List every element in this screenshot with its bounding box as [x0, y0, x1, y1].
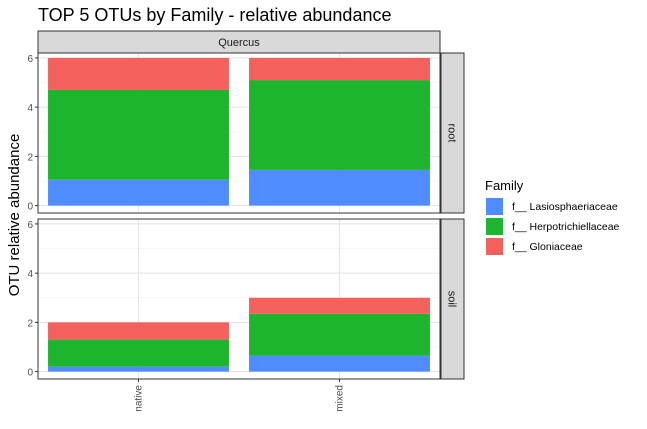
bar-segment: [249, 80, 430, 170]
bar-segment: [48, 89, 229, 180]
chart-title: TOP 5 OTUs by Family - relative abundanc…: [38, 5, 391, 25]
bar-segment: [48, 179, 229, 206]
bar-segment: [249, 355, 430, 372]
bar-segment: [249, 313, 430, 356]
legend-swatch: [486, 218, 503, 235]
bar-segment: [48, 366, 229, 372]
facet-strip-label: soil: [446, 291, 458, 308]
y-tick-label: 6: [27, 220, 33, 231]
x-tick-label: native: [134, 385, 145, 412]
legend-label: f__ Gloniaceae: [512, 241, 583, 253]
panel-border: [37, 218, 441, 380]
bar-segment: [249, 57, 430, 81]
facet-strip-label: Quercus: [218, 37, 260, 49]
facet-strip-row: [440, 52, 465, 214]
y-axis-label: OTU relative abundance: [6, 134, 23, 297]
plot-layer: Quercus 0 2 4 6 root 0 2 4 6 soil native mixed: [27, 30, 465, 412]
y-tick-label: 2: [27, 152, 33, 163]
y-tick-label: 0: [27, 368, 33, 379]
bar-segment: [48, 57, 229, 90]
legend-label: f__ Herpotrichiellaceae: [512, 221, 620, 233]
bar-segment: [249, 169, 430, 206]
legend: Family f__ Lasiosphaeriaceae f__ Herpotri…: [485, 178, 620, 255]
facet-strip-label: root: [446, 124, 458, 143]
y-tick-label: 0: [27, 202, 33, 213]
y-tick-label: 2: [27, 318, 33, 329]
facet-strip-row: [440, 218, 465, 380]
legend-title: Family: [485, 178, 524, 193]
y-tick-label: 4: [27, 103, 33, 114]
panel-border: [37, 52, 441, 214]
legend-swatch: [486, 238, 503, 255]
bar-segment: [48, 322, 229, 340]
y-tick-label: 6: [27, 54, 33, 65]
bar-segment: [48, 339, 229, 367]
bar-segment: [249, 297, 430, 314]
y-tick-label: 4: [27, 269, 33, 280]
legend-label: f__ Lasiosphaeriaceae: [512, 201, 618, 213]
x-tick-label: mixed: [335, 385, 346, 412]
legend-swatch: [486, 198, 503, 215]
